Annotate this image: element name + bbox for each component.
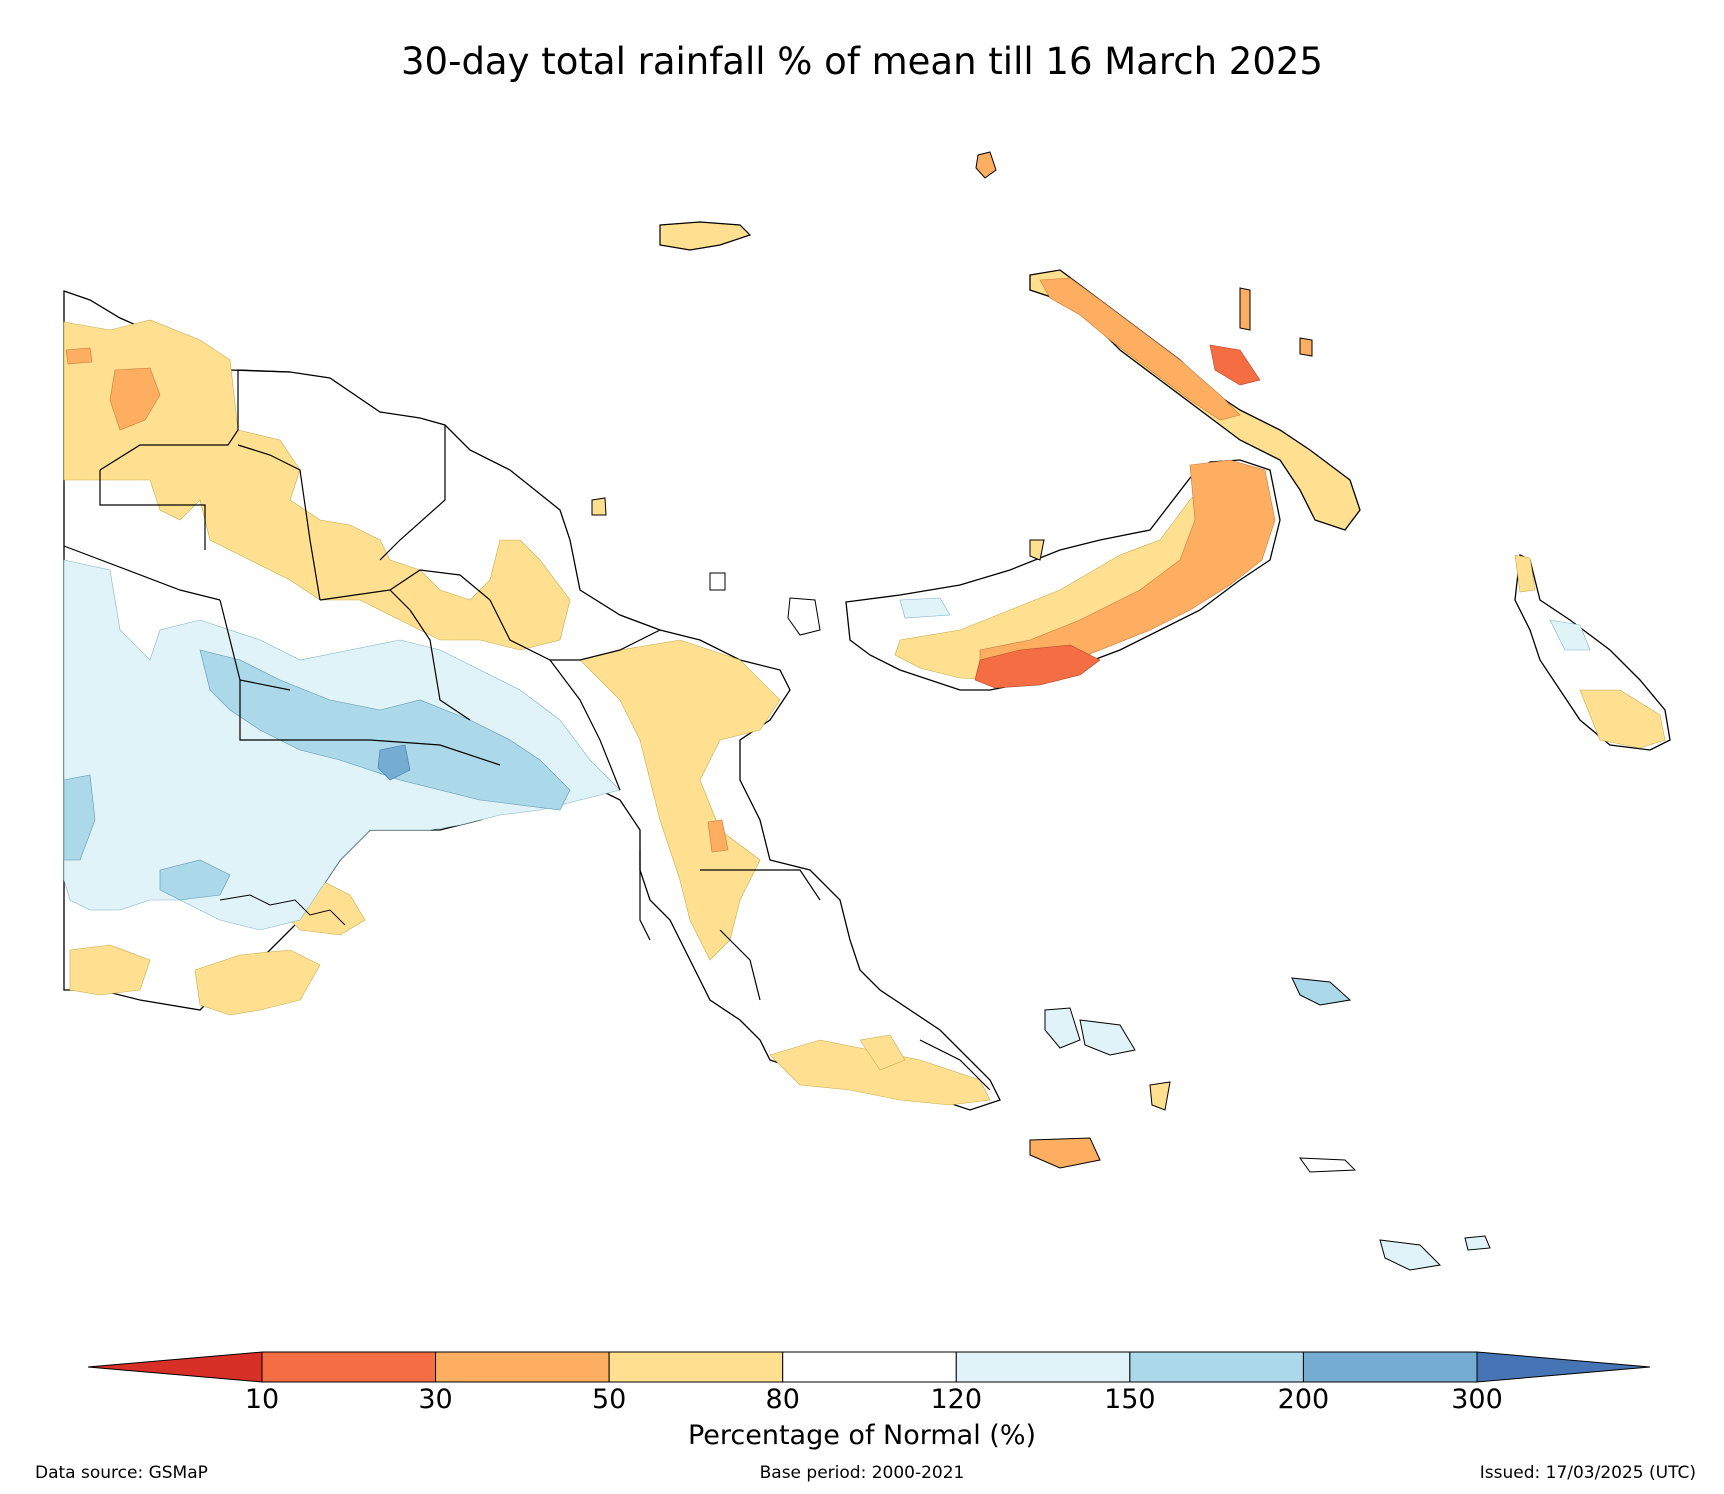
island bbox=[1239, 287, 1251, 331]
manus-island bbox=[659, 221, 752, 251]
colorbar-tick-label: 10 bbox=[244, 1384, 280, 1415]
colorbar-tick-label: 200 bbox=[1277, 1384, 1330, 1415]
issued-date: Issued: 17/03/2025 (UTC) bbox=[1479, 1463, 1696, 1483]
base-period: Base period: 2000-2021 bbox=[759, 1463, 965, 1483]
colorbar-under-arrow bbox=[87, 1351, 263, 1383]
zone-10-30 bbox=[1209, 344, 1261, 386]
river-delta bbox=[219, 894, 346, 926]
colorbar-title: Percentage of Normal (%) bbox=[687, 1420, 1037, 1451]
island bbox=[1044, 1007, 1081, 1049]
map-title: 30-day total rainfall % of mean till 16 … bbox=[401, 40, 1323, 83]
colorbar-over-arrow bbox=[1476, 1351, 1651, 1383]
island bbox=[1464, 1235, 1491, 1251]
zone-30-50 bbox=[1039, 277, 1241, 421]
bougainville bbox=[1514, 554, 1671, 751]
island bbox=[787, 597, 821, 636]
island bbox=[591, 497, 607, 516]
colorbar-tick-label: 120 bbox=[930, 1384, 983, 1415]
island bbox=[1379, 1239, 1442, 1271]
zone-120-150 bbox=[1549, 619, 1591, 651]
zone-10-30 bbox=[974, 644, 1101, 689]
province-boundaries bbox=[63, 369, 991, 1091]
island bbox=[1029, 1137, 1101, 1169]
colorbar-tick-label: 80 bbox=[765, 1384, 800, 1415]
zone-150-200 bbox=[159, 859, 231, 901]
new-ireland bbox=[1029, 269, 1361, 531]
colorbar-bin-120-150 bbox=[955, 1351, 1131, 1383]
colorbar-bin-80-120 bbox=[782, 1351, 957, 1383]
zone-50-80 bbox=[194, 949, 321, 1016]
small-islands bbox=[591, 151, 1491, 1271]
zone-50-80 bbox=[859, 1034, 906, 1071]
colorbar-bin-200-300 bbox=[1302, 1351, 1478, 1383]
zone-30-50 bbox=[707, 819, 729, 853]
zone-50-80 bbox=[579, 639, 781, 961]
colorbar-tick-label: 150 bbox=[1104, 1384, 1156, 1415]
colorbar-bin-150-200 bbox=[1129, 1351, 1304, 1383]
island bbox=[975, 151, 997, 179]
zone-30-50 bbox=[65, 347, 93, 365]
island bbox=[1298, 1157, 1357, 1173]
zone-200-300 bbox=[377, 744, 411, 781]
colorbar-bin-30-50 bbox=[435, 1351, 610, 1383]
island bbox=[1149, 1081, 1171, 1111]
zone-50-80 bbox=[63, 319, 571, 651]
colorbar bbox=[87, 1351, 1651, 1383]
island bbox=[1291, 977, 1352, 1006]
zone-50-80 bbox=[769, 1039, 991, 1106]
colorbar-tick-label: 300 bbox=[1451, 1384, 1503, 1415]
zone-50-80 bbox=[1514, 554, 1536, 593]
zone-50-80 bbox=[69, 944, 151, 996]
new-britain bbox=[845, 459, 1281, 691]
colorbar-tick-label: 30 bbox=[418, 1384, 453, 1415]
island bbox=[1079, 1019, 1136, 1056]
island bbox=[709, 572, 726, 591]
zone-120-150 bbox=[899, 597, 951, 619]
mainland bbox=[63, 290, 1001, 1111]
colorbar-tick-label: 50 bbox=[591, 1384, 627, 1415]
zone-150-200 bbox=[63, 774, 96, 861]
data-source: Data source: GSMaP bbox=[35, 1463, 208, 1483]
colorbar-bin-50-80 bbox=[608, 1351, 784, 1383]
colorbar-bin-10-30 bbox=[261, 1351, 437, 1383]
zone-30-50 bbox=[109, 367, 161, 431]
zone-50-80 bbox=[1579, 689, 1666, 749]
island bbox=[1029, 539, 1045, 561]
manus-outline bbox=[659, 221, 752, 251]
island bbox=[1299, 337, 1313, 357]
